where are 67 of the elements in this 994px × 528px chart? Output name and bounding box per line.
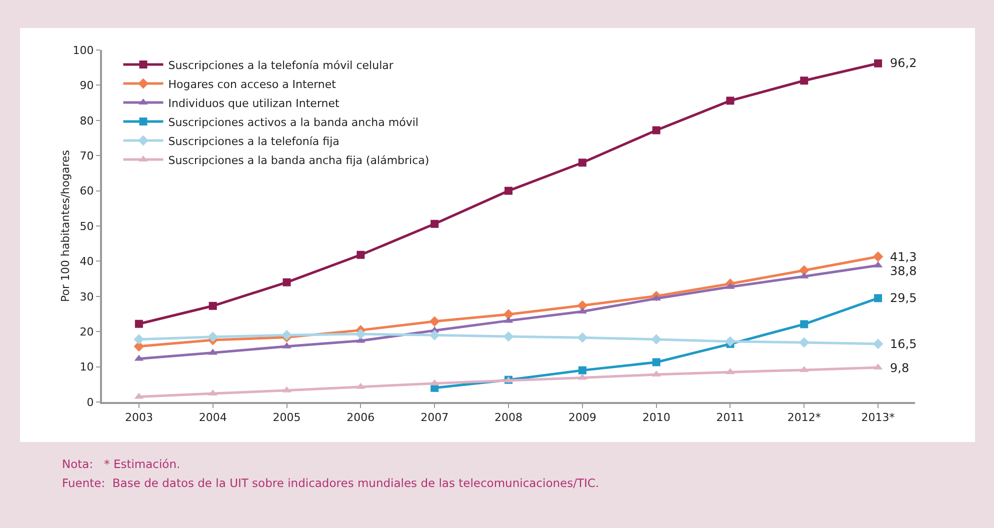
- point: [578, 366, 586, 374]
- point: [429, 316, 440, 327]
- point: [800, 76, 808, 85]
- x-tick-label: 2004: [198, 411, 227, 424]
- legend-label: Suscripciones a la telefonía fija: [168, 134, 340, 148]
- point: [430, 220, 439, 228]
- point: [577, 300, 588, 311]
- legend-label: Suscripciones activos a la banda ancha móvil: [168, 116, 418, 129]
- data-label: 96,2: [890, 56, 917, 70]
- y-axis-title: Por 100 habitantes/hogares: [59, 150, 72, 302]
- point: [356, 250, 365, 259]
- x-tick-label: 2011: [716, 411, 744, 424]
- text: Nota: * Estimación.: [62, 456, 182, 473]
- data-label: 16,5: [890, 337, 917, 351]
- point: [282, 278, 291, 286]
- y-tick-label: 0: [86, 396, 94, 409]
- point: [798, 337, 810, 348]
- point: [725, 336, 736, 347]
- x-tick-label: 2005: [272, 411, 301, 424]
- legend-label: Individuos que utilizan Internet: [168, 96, 340, 110]
- point: [208, 332, 218, 342]
- point: [652, 358, 660, 366]
- point: [652, 126, 660, 134]
- y-tick-label: 100: [72, 44, 94, 57]
- y-tick-label: 10: [80, 360, 94, 374]
- y-tick-label: 30: [80, 290, 94, 304]
- point: [355, 328, 366, 340]
- x-tick-label: 2003: [124, 411, 153, 424]
- point: [503, 331, 514, 342]
- point: [429, 330, 440, 340]
- y-tick-label: 20: [80, 325, 94, 338]
- point: [800, 320, 808, 328]
- point: [872, 251, 884, 262]
- legend-label: Suscripciones a la telefonía móvil celular: [168, 58, 394, 72]
- point: [578, 158, 586, 167]
- x-tick-label: 2006: [346, 411, 375, 424]
- point: [726, 96, 734, 105]
- legend-label: Hogares con acceso a Internet: [168, 78, 337, 91]
- point: [872, 338, 884, 350]
- data-label: 9,8: [890, 361, 910, 375]
- x-tick-label: 2009: [568, 411, 596, 424]
- y-tick-label: 60: [80, 184, 94, 198]
- point: [874, 294, 882, 302]
- y-tick-label: 50: [80, 220, 94, 233]
- point: [503, 309, 514, 320]
- point: [134, 320, 143, 328]
- x-tick-label: 2012*: [787, 411, 822, 424]
- point: [208, 302, 217, 310]
- data-label: 41,3: [890, 250, 917, 264]
- point: [874, 59, 882, 68]
- point: [577, 332, 588, 343]
- point: [651, 334, 662, 345]
- point: [504, 186, 512, 195]
- source-note: Fuente: Base de datos de la UIT sobre indicadores mundiales de las telecomunicaciones/TIC.: [62, 475, 600, 492]
- legend-label: Suscripciones a la banda ancha fija (alámbrica): [168, 154, 430, 167]
- point: [282, 330, 292, 340]
- y-tick-label: 40: [80, 255, 94, 268]
- y-tick-label: 70: [80, 149, 94, 162]
- x-tick-label: 2010: [642, 411, 670, 424]
- x-tick-label: 2013*: [861, 411, 896, 424]
- y-tick-label: 90: [80, 79, 94, 92]
- x-tick-label: 2008: [494, 411, 522, 424]
- data-label: 38,8: [890, 264, 917, 278]
- data-label: 29,5: [890, 291, 917, 305]
- x-tick-label: 2007: [420, 411, 449, 424]
- y-tick-label: 80: [80, 114, 94, 128]
- point: [134, 334, 144, 345]
